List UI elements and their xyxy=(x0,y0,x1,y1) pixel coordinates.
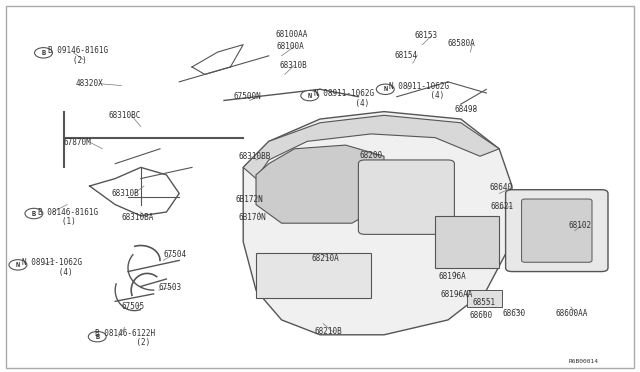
Text: N: N xyxy=(16,262,20,268)
Text: 68310BC: 68310BC xyxy=(109,111,141,120)
Text: N: N xyxy=(308,93,312,99)
Text: (1): (1) xyxy=(48,217,76,226)
Text: 48320X: 48320X xyxy=(76,79,103,88)
Circle shape xyxy=(376,84,394,94)
Circle shape xyxy=(301,90,319,101)
Text: 68154: 68154 xyxy=(395,51,418,60)
Text: 68630: 68630 xyxy=(502,309,525,318)
Text: 68551: 68551 xyxy=(472,298,495,307)
Text: 68100A: 68100A xyxy=(276,42,304,51)
Text: 68310BA: 68310BA xyxy=(122,213,154,222)
Text: B 08146-6122H: B 08146-6122H xyxy=(95,329,155,338)
Text: 68310BB: 68310BB xyxy=(238,153,271,161)
Text: R6B00014: R6B00014 xyxy=(568,359,598,364)
Text: 68210B: 68210B xyxy=(315,327,342,336)
Bar xyxy=(256,253,371,298)
Text: 68196A: 68196A xyxy=(438,272,466,280)
Text: B: B xyxy=(42,50,45,56)
Text: B: B xyxy=(32,211,36,217)
Text: 68580A: 68580A xyxy=(448,39,476,48)
Text: 68498: 68498 xyxy=(454,105,477,114)
Bar xyxy=(467,290,502,307)
Text: N 08911-1062G: N 08911-1062G xyxy=(314,89,374,97)
Circle shape xyxy=(88,331,106,342)
Text: N 08911-1062G: N 08911-1062G xyxy=(389,82,449,91)
Text: 68310B: 68310B xyxy=(112,189,140,198)
Circle shape xyxy=(35,48,52,58)
Text: (2): (2) xyxy=(104,339,150,347)
Text: 68210A: 68210A xyxy=(312,254,339,263)
FancyBboxPatch shape xyxy=(358,160,454,234)
Circle shape xyxy=(25,208,43,219)
PathPatch shape xyxy=(243,112,512,335)
PathPatch shape xyxy=(256,145,384,223)
Text: 68310B: 68310B xyxy=(280,61,307,70)
PathPatch shape xyxy=(243,115,499,179)
Text: 68621: 68621 xyxy=(491,202,514,211)
Text: 67870M: 67870M xyxy=(64,138,92,147)
Text: N: N xyxy=(383,86,387,92)
Text: N 08911-1062G: N 08911-1062G xyxy=(22,258,83,267)
FancyBboxPatch shape xyxy=(522,199,592,262)
Bar xyxy=(435,216,499,268)
Text: 68102: 68102 xyxy=(568,221,591,230)
Text: (4): (4) xyxy=(398,92,444,100)
Text: 6B172N: 6B172N xyxy=(236,195,263,203)
Text: 68100AA: 68100AA xyxy=(275,30,308,39)
Text: 68600: 68600 xyxy=(469,311,492,320)
Text: 67500N: 67500N xyxy=(234,92,261,101)
Text: 67505: 67505 xyxy=(122,302,145,311)
Text: B 08146-8161G: B 08146-8161G xyxy=(38,208,99,217)
Text: 68200: 68200 xyxy=(360,151,383,160)
Circle shape xyxy=(9,260,27,270)
Text: (4): (4) xyxy=(31,268,72,277)
FancyBboxPatch shape xyxy=(506,190,608,272)
Text: 68640: 68640 xyxy=(490,183,513,192)
Text: 67504: 67504 xyxy=(163,250,186,259)
Text: 68196AA: 68196AA xyxy=(440,290,473,299)
Text: (4): (4) xyxy=(323,99,369,108)
Text: (2): (2) xyxy=(59,56,86,65)
Text: 68153: 68153 xyxy=(415,31,438,40)
Text: B: B xyxy=(95,334,99,340)
Text: 68600AA: 68600AA xyxy=(556,309,588,318)
Text: 67503: 67503 xyxy=(159,283,182,292)
Text: 6B170N: 6B170N xyxy=(238,213,266,222)
Text: B 09146-8161G: B 09146-8161G xyxy=(48,46,108,55)
